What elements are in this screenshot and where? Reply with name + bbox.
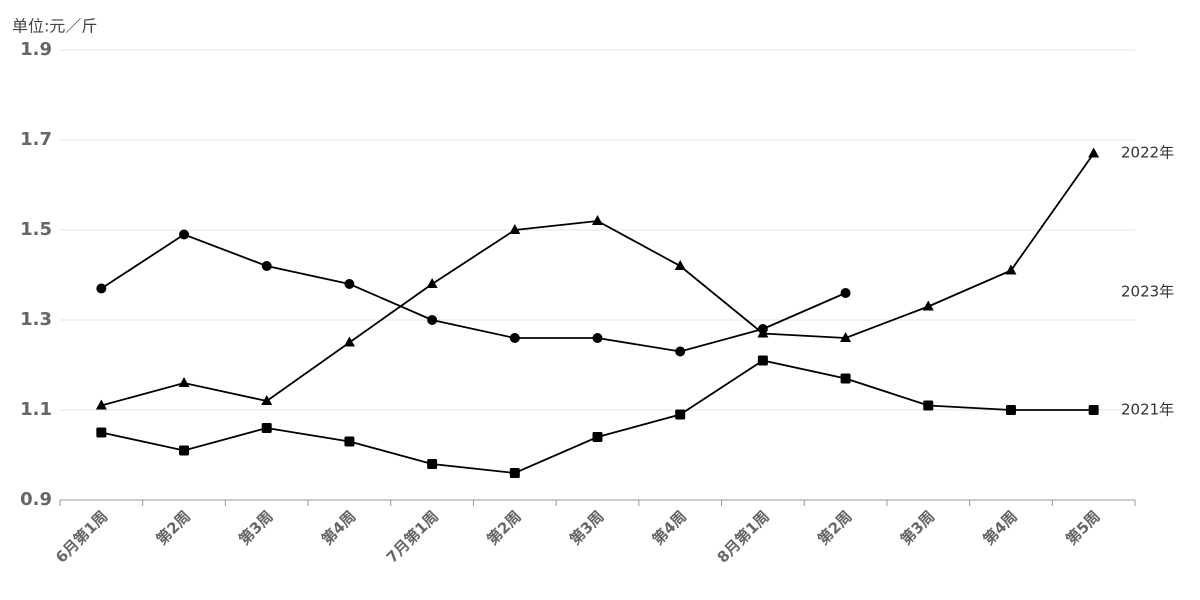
y-tick-label: 1.5: [20, 219, 52, 240]
series-label: 2021年: [1121, 401, 1174, 419]
marker: [343, 336, 355, 347]
marker: [592, 333, 603, 343]
x-tick-label: 8月第1周: [714, 507, 773, 566]
series-line: [100, 233, 846, 353]
x-tick-label: 第3周: [897, 507, 938, 548]
marker: [427, 459, 438, 469]
x-tick-label: 6月第1周: [52, 507, 111, 566]
marker: [509, 333, 520, 343]
marker: [426, 278, 438, 288]
marker: [96, 427, 107, 438]
y-tick-label: 1.9: [20, 39, 52, 60]
y-tick-label: 1.1: [20, 399, 52, 420]
marker: [592, 432, 603, 442]
marker: [1088, 405, 1099, 415]
marker: [674, 260, 686, 270]
marker: [592, 215, 603, 225]
marker: [1088, 147, 1100, 158]
marker: [344, 279, 355, 289]
marker: [427, 315, 438, 325]
marker: [923, 400, 934, 411]
x-tick-label: 第5周: [1062, 507, 1103, 548]
x-tick-label: 第4周: [318, 507, 359, 548]
unit-label: 单位:元／斤: [12, 17, 97, 36]
marker: [840, 332, 852, 342]
marker: [179, 229, 190, 240]
x-tick-label: 7月第1周: [383, 507, 442, 566]
marker: [1005, 264, 1017, 275]
marker: [95, 399, 107, 410]
x-tick-label: 第3周: [566, 507, 607, 548]
series-line: [101, 152, 1095, 407]
y-tick-label: 0.9: [20, 489, 52, 510]
marker: [261, 395, 273, 405]
marker: [178, 377, 190, 387]
y-tick-label: 1.3: [20, 309, 52, 330]
x-tick-label: 第3周: [235, 507, 276, 548]
marker: [675, 346, 686, 357]
x-tick-label: 第4周: [980, 507, 1021, 548]
x-tick-label: 第2周: [483, 507, 524, 548]
marker: [840, 288, 851, 298]
marker: [757, 324, 768, 334]
marker: [261, 423, 272, 433]
series-line: [101, 359, 1094, 474]
marker: [675, 409, 686, 420]
marker: [757, 355, 768, 366]
x-tick-label: 第2周: [153, 507, 194, 548]
y-tick-label: 1.7: [20, 129, 52, 150]
x-tick-label: 第4周: [649, 507, 690, 548]
marker: [179, 445, 190, 456]
x-tick-label: 第2周: [814, 507, 855, 548]
marker: [840, 373, 851, 384]
marker: [344, 436, 355, 447]
marker: [509, 224, 521, 234]
series-label: 2023年: [1121, 283, 1174, 301]
marker: [96, 283, 107, 294]
marker: [922, 300, 934, 311]
marker: [261, 261, 272, 271]
marker: [509, 468, 520, 478]
series-label: 2022年: [1121, 144, 1174, 162]
marker: [1005, 405, 1016, 415]
